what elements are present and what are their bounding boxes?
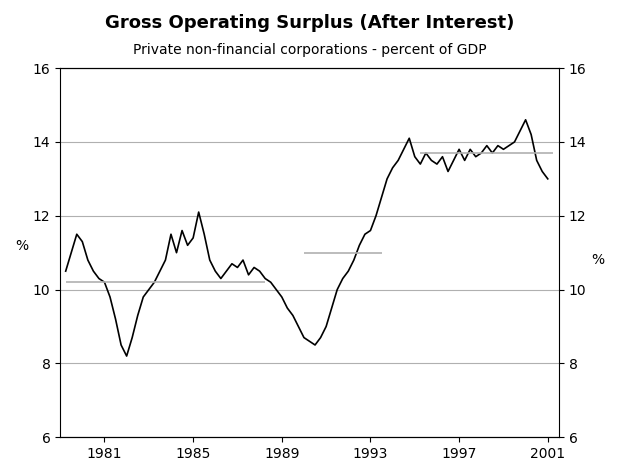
- Text: Gross Operating Surplus (After Interest): Gross Operating Surplus (After Interest): [105, 14, 514, 32]
- Y-axis label: %: %: [591, 253, 604, 267]
- Text: Private non-financial corporations - percent of GDP: Private non-financial corporations - per…: [132, 43, 487, 57]
- Y-axis label: %: %: [15, 238, 28, 253]
